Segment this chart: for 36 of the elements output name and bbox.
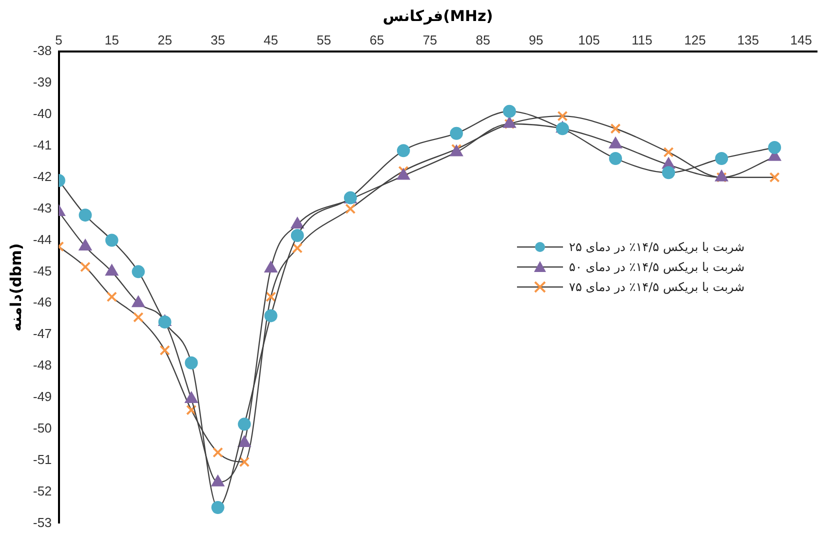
legend-label: شربت با بریکس ۱۴/۵٪ در دمای ۷۵ (569, 280, 745, 294)
x-tick-label: 85 (476, 32, 490, 48)
y-tick-label: -41 (32, 138, 52, 152)
x-tick-label: 65 (370, 32, 384, 48)
x-tick-label: 35 (210, 32, 226, 48)
x-tick-label: 75 (422, 32, 438, 48)
x-tick-label: 135 (737, 32, 759, 48)
x-tick-label: 125 (684, 32, 706, 48)
y-tick-label: -40 (32, 106, 52, 122)
y-tick-label: -49 (32, 389, 52, 404)
legend-label: شربت با بریکس ۱۴/۵٪ در دمای ۵۰ (569, 260, 745, 274)
y-tick-label: -43 (32, 200, 52, 216)
x-tick-label: 145 (790, 32, 812, 48)
y-tick-label: -51 (32, 452, 52, 467)
x-tick-label: 25 (158, 32, 172, 48)
x-tick-label: 95 (528, 32, 544, 48)
x-axis-title: فرکانس(MHz) (382, 6, 494, 25)
x-tick-label: 115 (632, 32, 652, 48)
x-tick-label: 5 (55, 32, 62, 48)
y-tick-label: -42 (32, 168, 52, 184)
y-tick-label: -47 (32, 326, 52, 342)
y-tick-label: -53 (32, 514, 52, 530)
y-tick-label: -39 (32, 74, 52, 90)
y-tick-label: -45 (32, 263, 52, 278)
x-tick-label: 105 (578, 32, 600, 48)
x-tick-label: 45 (264, 32, 278, 48)
y-tick-label: -50 (32, 420, 52, 436)
x-tick-label: 15 (104, 32, 120, 48)
y-tick-label: -38 (32, 43, 52, 58)
y-tick-label: -44 (32, 232, 52, 247)
x-tick-label: 55 (316, 32, 332, 48)
y-tick-label: -48 (32, 358, 52, 373)
y-axis-title: دامنه(dbm) (6, 243, 25, 332)
y-tick-label: -46 (32, 294, 52, 310)
legend-label: شربت با بریکس ۱۴/۵٪ در دمای ۲۵ (569, 240, 745, 254)
y-tick-label: -52 (32, 483, 52, 498)
